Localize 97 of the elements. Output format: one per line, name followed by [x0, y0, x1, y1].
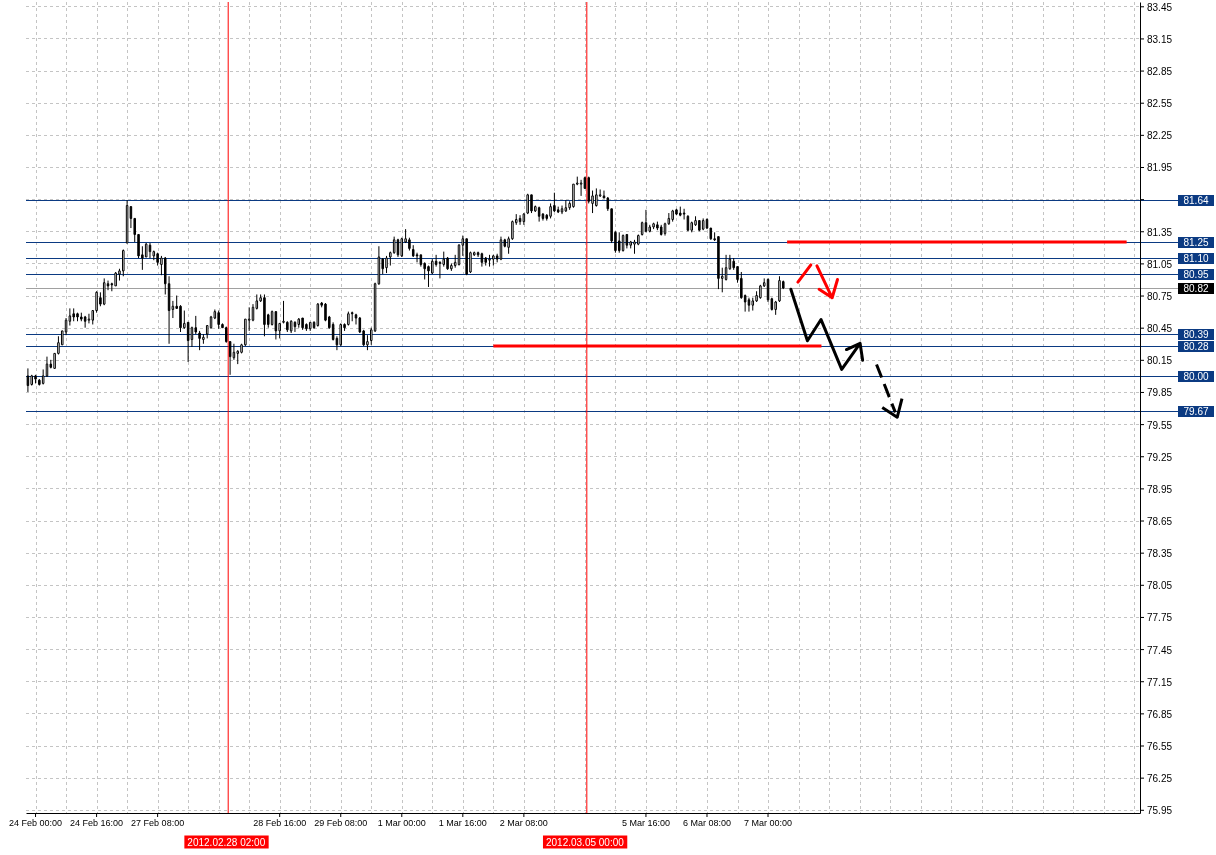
y-tick-label: 80.45: [1147, 323, 1173, 335]
x-tick-label: 29 Feb 08:00: [314, 818, 368, 829]
candlestick: [701, 217, 705, 231]
candlestick: [274, 311, 278, 340]
candlestick: [102, 277, 106, 306]
y-tick-label: 76.55: [1147, 741, 1173, 753]
y-tick-label: 82.25: [1147, 130, 1173, 142]
candlestick: [465, 238, 468, 276]
candlestick: [34, 374, 37, 384]
candlestick: [316, 302, 320, 328]
candlestick: [114, 271, 117, 287]
y-tick-label: 83.45: [1147, 1, 1173, 13]
candlestick: [698, 220, 701, 232]
candlestick: [339, 322, 343, 347]
candlestick: [537, 206, 541, 223]
x-tick-label: 2012.02.28 02:00: [187, 836, 266, 848]
candlestick: [480, 252, 484, 268]
candlestick: [530, 194, 533, 214]
y-tick-label: 77.75: [1147, 612, 1173, 624]
y-tick-label: 78.65: [1147, 516, 1173, 528]
candlestick: [747, 297, 751, 313]
y-tick-label: 79.25: [1147, 451, 1173, 463]
candlestick: [87, 313, 91, 324]
x-tick-label: 5 Mar 16:00: [621, 818, 670, 829]
candlestick: [518, 214, 522, 226]
candlestick: [484, 256, 487, 267]
y-tick-label: 77.15: [1147, 676, 1173, 688]
y-tick-label: 81.05: [1147, 258, 1173, 270]
candlestick: [263, 293, 266, 337]
x-tick-label: 1 Mar 00:00: [377, 818, 426, 829]
y-tick-label: 76.85: [1147, 708, 1173, 720]
y-tick-label: 81.95: [1147, 162, 1173, 174]
y-tick-label: 82.85: [1147, 66, 1173, 78]
candlestick: [652, 222, 655, 230]
x-tick-label: 1 Mar 16:00: [438, 818, 487, 829]
candlestick: [492, 254, 495, 267]
candlestick: [301, 317, 304, 331]
x-tick-label: 27 Feb 08:00: [131, 818, 185, 829]
x-tick-label: 24 Feb 16:00: [70, 818, 124, 829]
candlestick: [488, 254, 491, 268]
candlestick: [76, 312, 79, 322]
candlestick: [682, 208, 686, 220]
candlestick: [148, 242, 152, 259]
x-tick-label: 2 Mar 08:00: [499, 818, 548, 829]
ref-line-label: 80.00: [1183, 371, 1209, 382]
ref-line-label: 79.67: [1183, 406, 1209, 417]
candlestick: [122, 248, 125, 277]
x-tick-label: 2012.03.05 00:00: [545, 836, 625, 848]
candlestick: [564, 199, 568, 213]
candlestick: [72, 307, 75, 322]
candlestick: [625, 233, 629, 249]
x-tick-label: 7 Mar 00:00: [744, 818, 793, 829]
y-tick-label: 79.55: [1147, 419, 1173, 431]
candlestick: [293, 320, 297, 333]
y-tick-label: 83.15: [1147, 33, 1173, 45]
candlestick: [125, 199, 129, 244]
candlestick: [308, 321, 312, 332]
ref-line-label: 80.28: [1183, 341, 1209, 352]
ref-line-label: 81.10: [1183, 253, 1209, 264]
y-tick-label: 78.05: [1147, 580, 1173, 592]
ref-line-label: 81.64: [1183, 195, 1209, 206]
ref-line-label: 81.25: [1183, 237, 1209, 248]
y-tick-label: 75.95: [1147, 805, 1173, 817]
x-tick-label: 24 Feb 00:00: [9, 818, 63, 829]
x-tick-label: 6 Mar 08:00: [682, 818, 732, 829]
candlestick: [217, 310, 220, 330]
y-tick-label: 79.85: [1147, 387, 1173, 399]
candlestick: [621, 233, 625, 253]
y-tick-label: 78.95: [1147, 483, 1173, 495]
candlestick: [350, 311, 354, 322]
candlestick: [446, 256, 449, 271]
candlestick: [617, 231, 621, 254]
candlestick: [579, 179, 583, 197]
y-tick-label: 78.35: [1147, 548, 1173, 560]
y-tick-label: 80.75: [1147, 291, 1173, 303]
y-tick-label: 76.25: [1147, 773, 1173, 785]
candlestick: [411, 244, 415, 258]
candlestick: [289, 319, 293, 334]
ref-line-label: 80.82: [1183, 283, 1209, 294]
ref-line-label: 80.95: [1183, 269, 1209, 280]
y-tick-label: 80.15: [1147, 355, 1173, 367]
candlestick: [671, 209, 674, 223]
candlestick: [366, 334, 369, 351]
y-tick-label: 77.45: [1147, 644, 1173, 656]
candlestick: [659, 224, 663, 237]
candlestick: [679, 206, 682, 217]
candlestick: [385, 255, 388, 274]
candlestick: [347, 311, 350, 327]
candlestick: [83, 315, 87, 329]
x-tick-label: 28 Feb 16:00: [253, 818, 307, 829]
y-tick-label: 82.55: [1147, 98, 1173, 110]
ref-line-label: 80.39: [1183, 329, 1209, 340]
candlestick: [26, 367, 30, 393]
y-tick-label: 81.35: [1147, 226, 1173, 238]
candlestick: [644, 209, 648, 233]
candlestick: [297, 317, 301, 329]
candlestick: [717, 236, 720, 290]
